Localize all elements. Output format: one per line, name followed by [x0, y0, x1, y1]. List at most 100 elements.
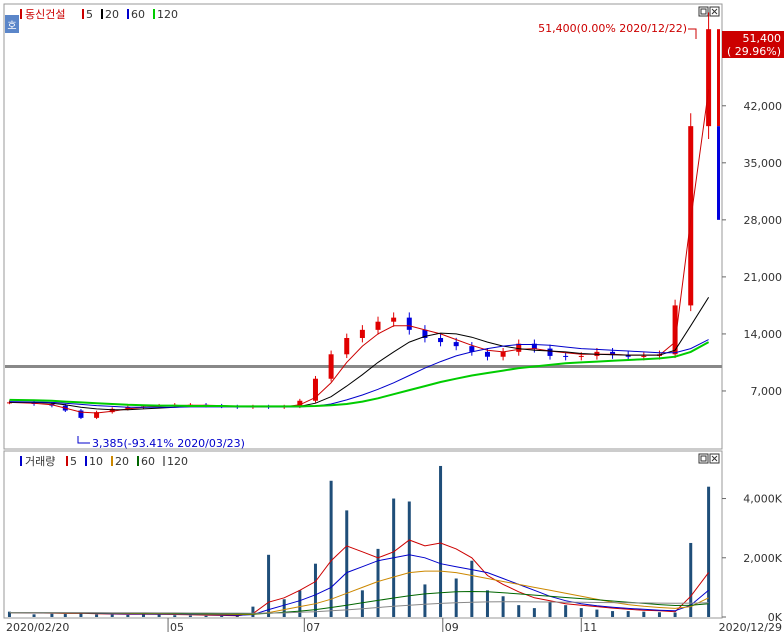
volume-bar	[110, 614, 114, 617]
legend-item: 120	[157, 8, 178, 21]
legend-item: 120	[167, 455, 188, 468]
candle	[328, 350, 334, 382]
x-tick-label: 09	[445, 621, 459, 634]
legend-item: 20	[115, 455, 129, 468]
high-annotation-arrow	[688, 28, 697, 39]
volume-bar	[485, 590, 489, 617]
price-restore-button[interactable]	[698, 6, 709, 17]
volume-y-tick: 4,000K	[743, 493, 782, 506]
price-badge-change: ( 29.96%)	[727, 45, 781, 58]
volume-bar	[267, 554, 271, 617]
legend-swatch	[153, 9, 155, 19]
side-button-label: 호	[7, 20, 16, 32]
low-annotation-arrow	[77, 436, 90, 444]
volume-bar	[454, 578, 458, 617]
x-tick-label: 2020/12/29	[719, 621, 782, 634]
x-tick-label: 07	[306, 621, 320, 634]
price-ma-20	[9, 297, 710, 411]
volume-y-tick: 2,000K	[743, 552, 782, 565]
legend-swatch	[85, 456, 87, 466]
volume-bar	[689, 542, 693, 617]
candle	[422, 325, 428, 343]
volume-bar	[548, 602, 552, 617]
price-y-tick: 14,000	[744, 328, 783, 341]
price-y-tick: 42,000	[744, 100, 783, 113]
candle	[469, 342, 475, 356]
legend-item: 10	[89, 455, 103, 468]
price-legend-title: 동신건설	[25, 8, 65, 21]
volume-bar	[7, 611, 11, 617]
candle	[375, 316, 381, 335]
volume-bar	[251, 606, 255, 617]
legend-swatch	[101, 9, 103, 19]
volume-panel	[3, 450, 723, 619]
volume-y-tick: 0K	[768, 611, 783, 624]
candle	[391, 312, 397, 327]
volume-ma-120	[9, 601, 709, 614]
candle	[672, 299, 678, 359]
candle	[438, 333, 444, 347]
legend-swatch	[127, 9, 129, 19]
last-candle	[717, 29, 720, 127]
volume-bar	[407, 501, 411, 617]
volume-bar	[611, 611, 615, 617]
legend-swatch	[82, 9, 84, 19]
volume-bar	[595, 609, 599, 617]
candle	[547, 344, 553, 360]
legend-swatch	[111, 456, 113, 466]
volume-bar	[235, 615, 239, 617]
legend-swatch	[163, 456, 165, 466]
volume-bar	[532, 608, 536, 617]
candle	[78, 409, 84, 420]
candle	[109, 407, 115, 414]
candle	[688, 113, 694, 312]
volume-bar	[642, 611, 646, 617]
low-annotation: 3,385(-93.41% 2020/03/23)	[92, 437, 245, 450]
volume-bar	[345, 510, 349, 617]
legend-item: 5	[86, 8, 93, 21]
x-tick-label: 05	[170, 621, 184, 634]
volume-bar	[282, 599, 286, 617]
volume-bar	[204, 615, 208, 617]
side-button[interactable]	[5, 15, 19, 33]
price-panel-buttons	[698, 6, 720, 464]
volume-bar	[220, 615, 224, 617]
legend-item: 60	[131, 8, 145, 21]
volume-bar	[360, 590, 364, 617]
volume-restore-button[interactable]	[698, 453, 709, 464]
volume-bar	[439, 465, 443, 617]
volume-bar	[329, 480, 333, 617]
legend-item: 60	[141, 455, 155, 468]
price-y-tick: 7,000	[751, 385, 783, 398]
volume-bar	[173, 615, 177, 617]
price-y-tick: 28,000	[744, 214, 783, 227]
volume-bar	[63, 614, 67, 617]
price-ma-120	[9, 341, 710, 408]
volume-bar	[313, 563, 317, 617]
volume-bar	[517, 605, 521, 617]
volume-legend: 거래량 5 10 20 60 120	[20, 455, 188, 468]
volume-bar	[298, 590, 302, 617]
legend-swatch	[66, 456, 68, 466]
candle	[516, 339, 522, 356]
volume-bar	[50, 613, 54, 617]
x-tick-label: 11	[583, 621, 597, 634]
candle	[312, 375, 318, 403]
candle	[500, 348, 506, 361]
price-badge	[722, 31, 784, 58]
price-panel	[3, 3, 723, 450]
volume-bar	[707, 486, 711, 617]
volume-bar	[501, 596, 505, 617]
volume-bar	[32, 614, 36, 617]
volume-bar	[95, 614, 99, 617]
price-badge-value: 51,400	[743, 32, 782, 45]
legend-item: 5	[70, 455, 77, 468]
candle	[563, 352, 569, 361]
price-y-tick: 35,000	[744, 157, 783, 170]
volume-bar	[126, 614, 130, 617]
last-candle-lower	[717, 126, 720, 220]
high-annotation: 51,400(0.00% 2020/12/22)	[538, 22, 687, 35]
price-legend: 동신건설 5 20 60 120	[20, 8, 178, 21]
volume-bar	[141, 613, 145, 617]
